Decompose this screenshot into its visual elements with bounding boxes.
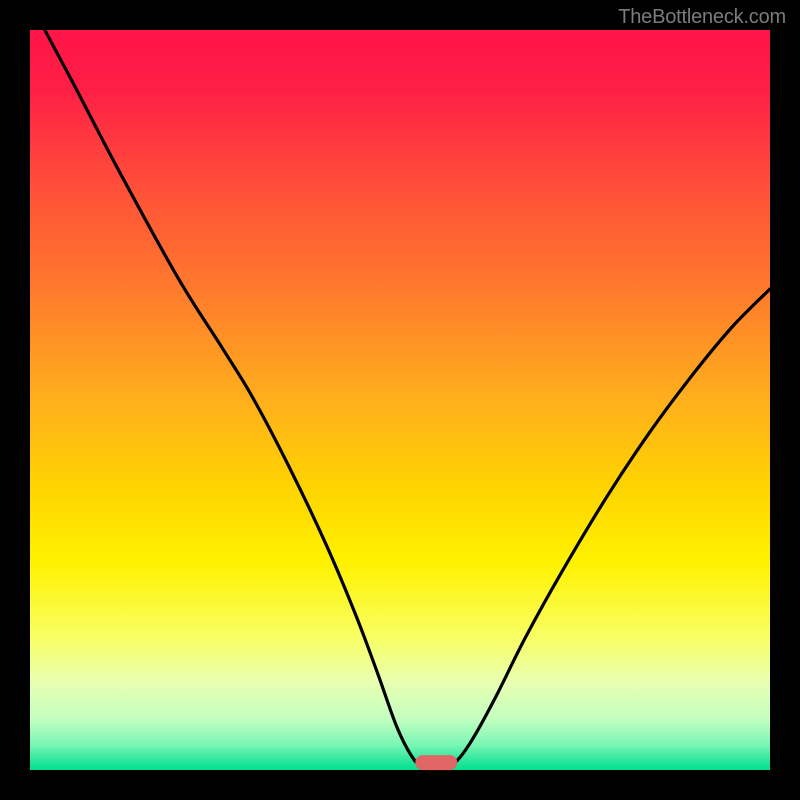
bottleneck-curve-chart (0, 0, 800, 800)
optimal-marker (415, 755, 457, 770)
chart-background (30, 30, 770, 770)
chart-stage: TheBottleneck.com (0, 0, 800, 800)
attribution-text: TheBottleneck.com (618, 6, 786, 29)
